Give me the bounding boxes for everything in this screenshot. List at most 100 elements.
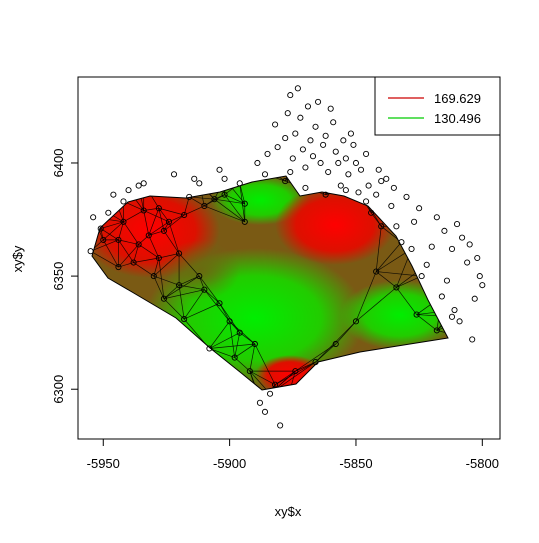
mesh-edge <box>315 343 336 363</box>
mesh-edge <box>462 238 477 258</box>
mesh-edge <box>279 371 296 390</box>
data-point <box>299 146 306 153</box>
data-point <box>459 234 466 241</box>
mesh-edge <box>163 275 200 300</box>
data-point <box>325 168 332 176</box>
mesh-edge <box>406 196 415 222</box>
data-point <box>423 261 430 268</box>
data-point <box>282 135 289 142</box>
data-point <box>115 236 122 243</box>
data-point <box>100 236 107 243</box>
mesh-edge <box>103 221 124 241</box>
data-point <box>357 166 365 173</box>
mesh-edge <box>224 194 246 223</box>
mesh-edge <box>257 147 277 163</box>
mesh-edge <box>138 235 149 245</box>
mesh-edge <box>138 244 160 259</box>
mesh-edge <box>183 196 190 216</box>
data-point <box>302 164 309 171</box>
data-point <box>160 227 167 234</box>
data-point <box>277 422 284 429</box>
data-point <box>322 191 329 198</box>
mesh-edge <box>321 163 329 172</box>
data-point <box>201 286 208 293</box>
data-point <box>322 132 329 139</box>
data-point <box>448 245 456 252</box>
data-point <box>373 191 380 198</box>
mesh-edge <box>209 348 235 358</box>
data-point <box>317 159 324 167</box>
mesh-edge <box>148 208 160 236</box>
mesh-edge <box>462 238 467 263</box>
data-point <box>416 205 423 212</box>
mesh-edge <box>204 289 220 304</box>
mesh-edge <box>158 207 185 216</box>
y-tick-label: 6300 <box>51 375 66 404</box>
mesh-edge <box>355 287 397 322</box>
mesh-edge <box>290 88 298 95</box>
mesh-edge <box>391 205 420 209</box>
y-tick-label: 6350 <box>51 262 66 291</box>
data-point <box>170 171 178 178</box>
data-point <box>135 182 142 189</box>
data-point <box>241 218 248 225</box>
mesh-edge <box>346 154 366 159</box>
data-point <box>206 345 213 352</box>
mesh-edge <box>326 134 351 136</box>
mesh-edge <box>133 257 159 263</box>
mesh-edge <box>293 156 313 158</box>
mesh-edge <box>411 221 415 249</box>
legend-label-low: 130.496 <box>434 111 481 126</box>
data-point <box>352 318 360 325</box>
legend-label-high: 169.629 <box>434 91 481 106</box>
mesh-edge <box>477 258 482 285</box>
data-point <box>125 187 132 194</box>
data-point <box>453 221 461 228</box>
data-point <box>140 180 147 187</box>
data-point <box>413 311 420 318</box>
mesh-edge <box>265 412 280 426</box>
data-point <box>226 318 233 325</box>
data-point <box>332 148 339 155</box>
mesh-edge <box>460 299 475 322</box>
mesh-edge <box>290 95 318 102</box>
mesh-edge <box>123 221 139 245</box>
data-point <box>375 166 382 173</box>
mesh-edge <box>452 249 467 263</box>
data-point <box>469 336 476 343</box>
mesh-edge <box>183 302 220 320</box>
mesh-edge <box>298 88 301 117</box>
mesh-edge <box>194 176 220 180</box>
data-point <box>231 354 238 361</box>
data-point <box>363 150 370 157</box>
data-point <box>433 327 440 334</box>
mesh-edge <box>153 275 180 286</box>
data-point <box>115 263 122 271</box>
data-point <box>320 141 327 148</box>
mesh-edge <box>375 226 382 272</box>
mesh-edge <box>340 176 349 186</box>
mesh-edge <box>183 289 205 320</box>
data-point <box>335 159 342 167</box>
x-tick-label: -5850 <box>339 456 372 471</box>
mesh-edge <box>153 253 180 277</box>
mesh-edge <box>472 299 475 340</box>
mesh-edge <box>431 246 448 250</box>
mesh-edge <box>455 299 475 310</box>
mesh-edge <box>295 127 315 134</box>
data-point <box>140 207 147 214</box>
mesh-edge <box>118 239 134 263</box>
data-point <box>294 85 301 92</box>
mesh-edge <box>358 192 367 202</box>
mesh-edge <box>325 176 349 195</box>
data-point <box>236 180 243 187</box>
mesh-edge <box>102 239 119 268</box>
mesh-edge <box>325 189 346 195</box>
x-tick-label: -5900 <box>213 456 246 471</box>
data-point <box>181 316 188 323</box>
mesh-edge <box>416 314 438 331</box>
data-point <box>211 196 218 203</box>
y-axis: 6300 6350 6400 <box>51 149 79 404</box>
data-point <box>342 187 349 194</box>
data-point <box>196 180 203 187</box>
